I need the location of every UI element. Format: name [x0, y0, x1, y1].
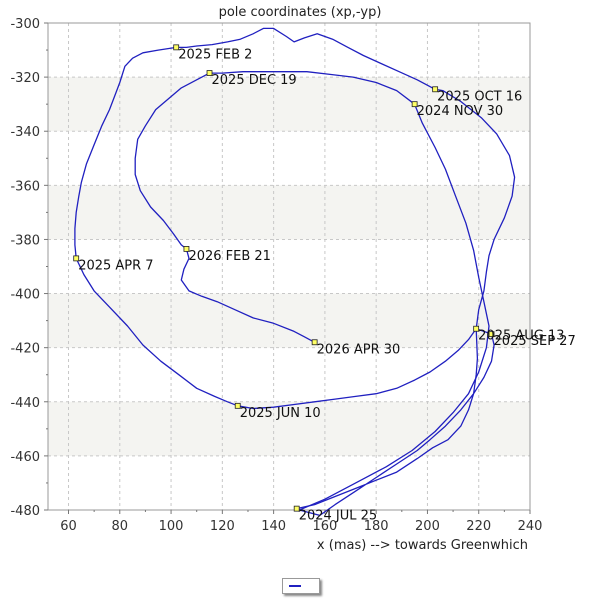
x-tick-label: 160: [312, 519, 337, 534]
y-tick-label: -320: [10, 71, 40, 86]
date-marker: [473, 325, 480, 332]
date-marker: [183, 246, 190, 252]
x-tick-label: 200: [415, 519, 440, 534]
date-marker: [311, 339, 318, 346]
date-marker: [173, 44, 180, 51]
x-tick-label: 140: [261, 519, 286, 534]
y-tick-label: -440: [10, 396, 40, 411]
date-label: 2024 NOV 30: [417, 104, 504, 119]
legend: [282, 578, 320, 594]
date-label: 2025 JUN 10: [240, 406, 321, 421]
date-marker: [488, 331, 495, 338]
date-label: 2025 SEP 27: [494, 334, 576, 349]
band: [48, 401, 530, 456]
date-label: 2026 APR 30: [317, 342, 401, 357]
date-label: 2025 FEB 2: [178, 47, 252, 62]
x-tick-label: 240: [518, 519, 543, 534]
chart-title: pole coordinates (xp,-yp): [219, 5, 382, 20]
x-tick-label: 220: [466, 519, 491, 534]
y-tick-label: -380: [10, 233, 40, 248]
y-tick-label: -340: [10, 125, 40, 140]
x-tick-label: 80: [112, 519, 129, 534]
x-tick-label: 100: [159, 519, 184, 534]
y-tick-label: -400: [10, 288, 40, 303]
date-label: 2025 AUG 13: [478, 329, 564, 344]
date-marker: [234, 402, 241, 409]
date-label: 2026 FEB 21: [188, 249, 271, 264]
x-tick-label: 180: [364, 519, 389, 534]
date-marker: [73, 255, 80, 262]
band: [48, 293, 530, 348]
date-label: 2025 APR 7: [78, 258, 153, 273]
y-tick-label: -460: [10, 450, 40, 465]
polar-motion-line: [134, 71, 490, 517]
series-lines: [74, 27, 516, 517]
legend-series-swatch: [289, 585, 301, 587]
axis-ticks: 60 80 100 120 140 160 180 200 220 240 -300 -320 -340…: [10, 17, 542, 534]
date-marker: [206, 70, 213, 76]
date-label: 2025 DEC 19: [212, 73, 297, 88]
y-tick-label: -360: [10, 179, 40, 194]
date-label: 2024 JUL 25: [299, 509, 377, 524]
date-marker: [293, 505, 300, 512]
x-tick-label: 120: [210, 519, 235, 534]
band: [48, 185, 530, 240]
y-tick-label: -420: [10, 342, 40, 357]
date-label: 2025 OCT 16: [437, 89, 522, 104]
x-axis-label: x (mas) --> towards Greenwhich: [317, 538, 528, 553]
polar-motion-line: [74, 27, 516, 516]
date-labels: 2024 JUL 25 2024 NOV 30 2025 FEB 2 2025 APR…: [78, 47, 576, 523]
date-marker: [432, 86, 439, 93]
date-markers: [73, 44, 495, 512]
band: [48, 77, 530, 132]
x-tick-label: 60: [60, 519, 77, 534]
y-tick-label: -300: [10, 17, 40, 32]
date-marker: [411, 101, 418, 108]
y-tick-label: -480: [10, 504, 40, 519]
background-bands: [48, 77, 530, 456]
